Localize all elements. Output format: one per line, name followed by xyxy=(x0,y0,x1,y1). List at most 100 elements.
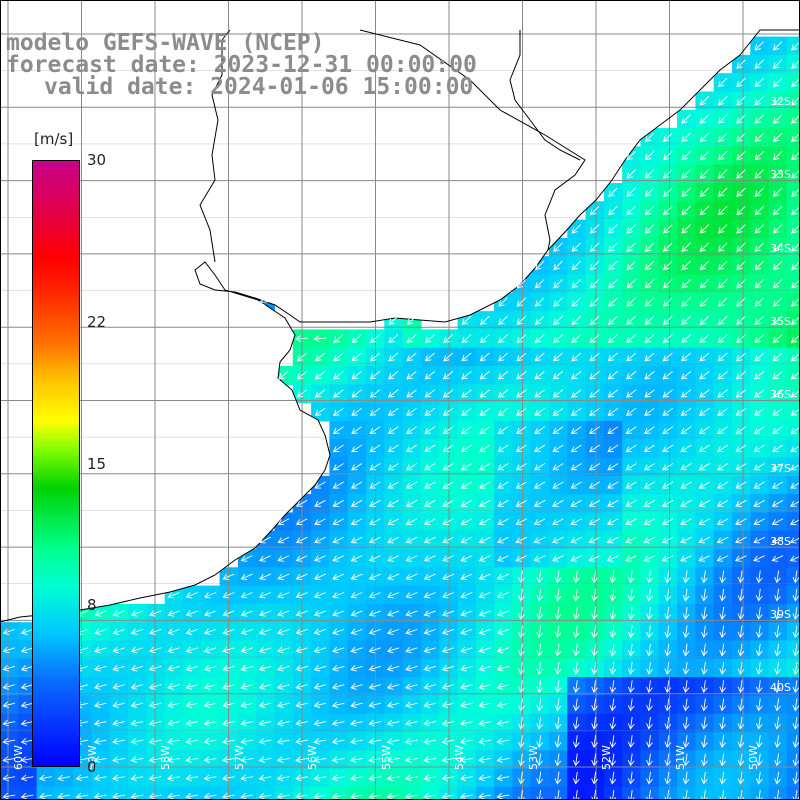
wind-arrow xyxy=(203,646,217,654)
wind-arrow xyxy=(332,518,345,526)
wind-arrow xyxy=(699,132,710,143)
wind-arrow xyxy=(442,536,454,544)
latitude-label: 36S xyxy=(770,388,791,402)
wind-arrow xyxy=(479,444,491,453)
wind-arrow xyxy=(571,242,582,252)
wind-arrow xyxy=(350,628,363,635)
wind-arrow xyxy=(148,665,162,672)
wind-arrow xyxy=(94,646,107,654)
wind-arrow xyxy=(441,738,455,745)
wind-arrow xyxy=(609,753,617,767)
wind-arrow xyxy=(536,680,544,694)
wind-arrow xyxy=(552,352,563,362)
wind-arrow xyxy=(754,297,765,307)
wind-arrow xyxy=(664,735,672,748)
wind-arrow xyxy=(591,771,598,785)
wind-arrow xyxy=(572,771,580,785)
wind-arrow xyxy=(443,371,454,380)
wind-arrow xyxy=(607,499,619,507)
wind-arrow xyxy=(626,297,636,307)
wind-arrow xyxy=(496,774,510,782)
wind-arrow xyxy=(295,701,308,709)
wind-arrow xyxy=(276,701,290,709)
wind-arrow xyxy=(698,463,710,471)
wind-arrow xyxy=(258,592,272,599)
wind-arrow xyxy=(222,683,235,690)
wind-arrow xyxy=(627,735,635,748)
wind-speed-cell xyxy=(201,786,221,800)
wind-speed-cell xyxy=(786,549,800,568)
wind-speed-cell xyxy=(786,530,800,550)
wind-arrow xyxy=(755,698,763,712)
wind-speed-cell xyxy=(420,786,440,800)
wind-arrow xyxy=(258,774,272,782)
wind-arrow xyxy=(772,150,783,161)
wind-arrow xyxy=(259,573,272,581)
wind-arrow xyxy=(351,426,363,434)
wind-arrow xyxy=(772,260,783,271)
wind-arrow xyxy=(608,187,618,198)
wind-speed-cell xyxy=(36,786,56,800)
wind-arrow xyxy=(701,680,708,694)
wind-arrow xyxy=(368,592,381,599)
wind-arrow xyxy=(406,371,417,380)
wind-arrow xyxy=(148,719,162,727)
wind-arrow xyxy=(772,426,783,434)
wind-arrow xyxy=(554,771,562,785)
wind-arrow xyxy=(552,518,564,526)
wind-arrow xyxy=(405,628,418,635)
wind-arrow xyxy=(791,279,800,289)
wind-arrow xyxy=(662,407,674,416)
wind-speed-cell xyxy=(786,237,800,257)
wind-arrow xyxy=(680,371,692,380)
wind-arrow xyxy=(774,735,781,748)
wind-arrow xyxy=(296,371,307,380)
wind-arrow xyxy=(662,444,674,453)
wind-arrow xyxy=(719,570,727,584)
wind-arrow xyxy=(536,771,544,785)
wind-arrow xyxy=(552,463,564,471)
wind-arrow xyxy=(717,187,728,198)
wind-arrow xyxy=(423,646,436,654)
wind-arrow xyxy=(699,242,710,252)
wind-arrow xyxy=(701,588,708,602)
wind-arrow xyxy=(424,407,436,416)
wind-arrow xyxy=(497,536,509,544)
wind-arrow xyxy=(331,738,345,745)
wind-arrow xyxy=(791,96,800,106)
wind-arrow xyxy=(386,646,400,654)
wind-arrow xyxy=(240,701,253,709)
wind-arrow xyxy=(240,756,254,763)
wind-arrow xyxy=(93,774,107,782)
wind-arrow xyxy=(681,187,691,198)
wind-arrow xyxy=(625,518,637,526)
wind-arrow xyxy=(774,716,781,730)
wind-arrow xyxy=(534,352,545,362)
wind-arrow xyxy=(130,701,144,709)
wind-arrow xyxy=(332,481,344,489)
wind-arrow xyxy=(552,481,564,489)
wind-arrow xyxy=(771,536,784,544)
wind-arrow xyxy=(608,297,618,307)
wind-arrow xyxy=(591,661,598,675)
wind-arrow xyxy=(313,573,326,581)
wind-arrow xyxy=(608,242,618,252)
wind-arrow xyxy=(185,610,198,617)
wind-arrow xyxy=(536,588,544,602)
wind-arrow xyxy=(20,756,34,763)
wind-arrow xyxy=(643,518,656,526)
wind-arrow xyxy=(534,389,545,398)
wind-arrow xyxy=(591,680,598,694)
wind-arrow xyxy=(699,279,710,289)
wind-speed-cell xyxy=(786,347,800,367)
wind-arrow xyxy=(20,665,34,672)
wind-arrow xyxy=(295,610,308,617)
wind-arrow xyxy=(554,790,562,800)
wind-arrow xyxy=(441,592,455,599)
wind-arrow xyxy=(753,499,765,507)
wind-arrow xyxy=(423,573,436,581)
wind-arrow xyxy=(203,280,217,288)
wind-arrow xyxy=(405,518,418,526)
wind-arrow xyxy=(93,756,107,763)
wind-arrow xyxy=(701,771,708,785)
